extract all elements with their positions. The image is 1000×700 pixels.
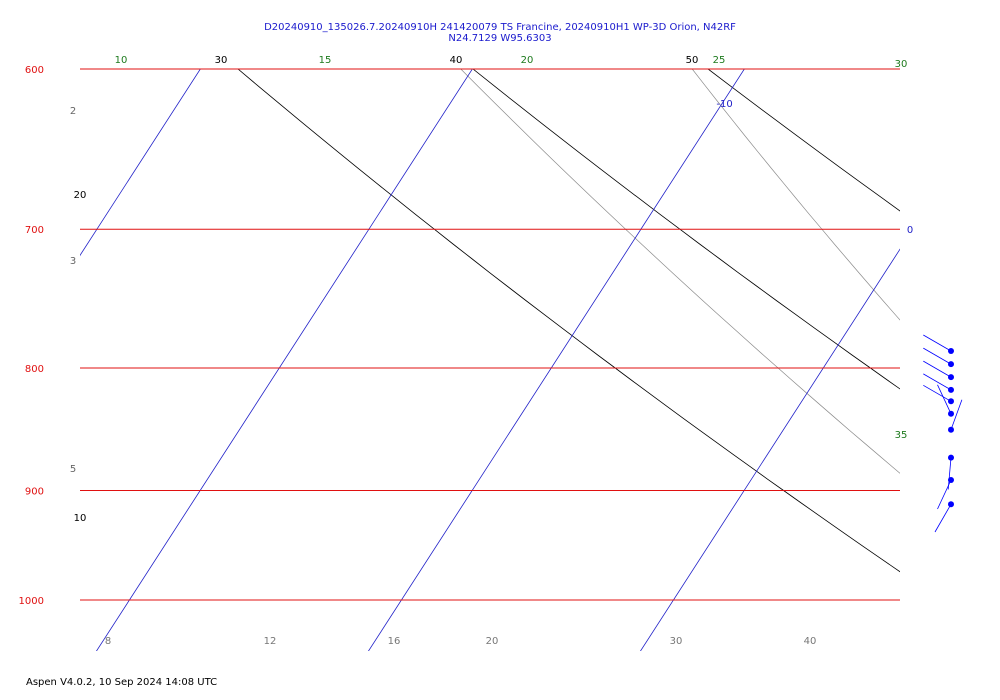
wind-barb-point [948,386,954,393]
left-edge-label: 2 [70,106,76,117]
wind-barb-staff [934,504,952,533]
wind-barb-point [948,426,954,433]
isotherm-label: 0 [907,225,913,236]
chart-title: D20240910_135026.7.20240910H 241420079 T… [0,22,1000,44]
wind-barb-point [948,501,954,508]
pressure-tick-label: 900 [25,486,44,497]
wind-barb-staff [923,334,952,352]
wind-barb-staff [923,360,952,378]
wind-barb-point [948,361,954,368]
wind-barb-point [948,410,954,417]
isotherm-line [96,69,473,651]
dry-adiabat-line [707,69,900,212]
moist-adiabat-line [908,34,1000,661]
mixing-ratio-label: 35 [895,430,908,441]
dry-adiabat-label: 40 [450,55,463,66]
wind-barb-point [948,454,954,461]
wind-barb-point [948,477,954,483]
dry-adiabat-label: 30 [215,55,228,66]
mixing-ratio-label: 20 [521,55,534,66]
wind-barb-staff [923,347,952,365]
mixing-ratio-label: 30 [895,59,908,70]
wind-barb-staff [937,384,952,414]
dry-adiabat-label: 10 [74,513,87,524]
bottom-axis-label: 40 [804,636,817,647]
dry-adiabat-line [895,34,1000,661]
pressure-tick-label: 600 [25,65,44,76]
mixing-ratio-label: 10 [115,55,128,66]
pressure-tick-label: 700 [25,225,44,236]
isotherm-line [80,69,201,257]
pressure-tick-label: 1000 [19,596,44,607]
bottom-axis-label: 12 [264,636,277,647]
mixing-ratio-label: 25 [713,55,726,66]
dry-adiabat-label: 20 [74,190,87,201]
bottom-axis-label: 30 [670,636,683,647]
moist-adiabat-line [460,69,900,474]
title-line-1: D20240910_135026.7.20240910H 241420079 T… [264,22,736,33]
wind-barb-point [948,348,954,354]
footer-version-text: Aspen V4.0.2, 10 Sep 2024 14:08 UTC [26,677,218,688]
mixing-ratio-label: 15 [319,55,332,66]
wind-barb-staff [950,399,963,430]
isotherm-line [368,69,745,651]
bottom-axis-label: 20 [486,636,499,647]
pressure-tick-label: 800 [25,364,44,375]
grid-lines [80,34,1000,661]
dry-adiabat-line [472,69,900,390]
left-edge-label: 5 [70,464,76,475]
left-edge-label: 3 [70,256,76,267]
dry-adiabat-line [237,69,900,573]
wind-barb-staff [923,373,952,391]
wind-barb-staff [923,384,952,402]
wind-barb-point [948,398,954,405]
dry-adiabat-label: 50 [686,55,699,66]
moist-adiabat-line [691,69,900,321]
bottom-axis-label: 16 [388,636,401,647]
isotherm-line [906,34,1000,661]
bottom-axis-label: 8 [105,636,111,647]
wind-barb-staff [937,479,952,510]
isotherm-line [640,248,900,651]
isotherm-label: -10 [716,99,732,110]
wind-barb-point [948,374,954,381]
title-line-2: N24.7129 W95.6303 [448,33,552,44]
